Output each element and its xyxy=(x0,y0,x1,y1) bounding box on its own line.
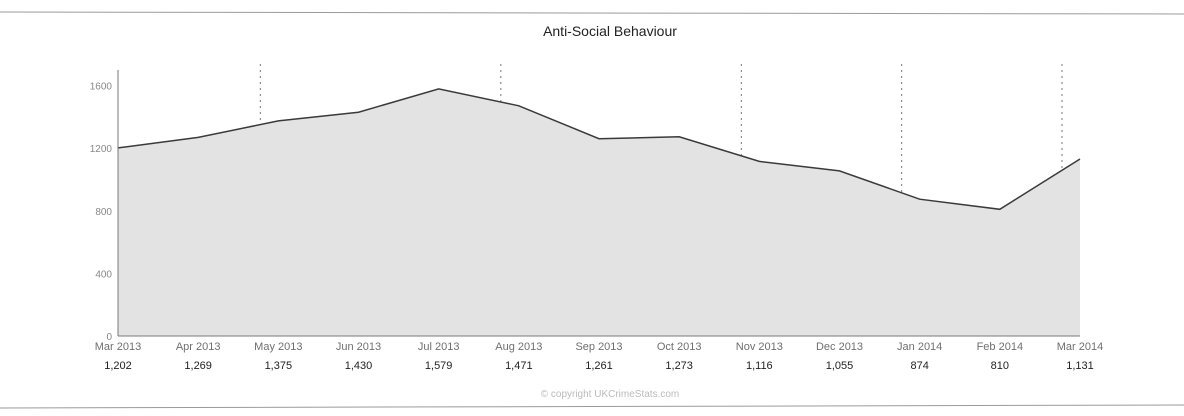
x-axis-ticks: Mar 2013 Apr 2013 May 2013 Jun 2013 Jul 2013… xyxy=(95,341,1103,353)
x-tick-label: Feb 2014 xyxy=(977,341,1023,353)
data-value-label: 1,430 xyxy=(345,360,373,372)
data-value-row: 1,202 1,269 1,375 1,430 1,579 1,471 1,261 1,273… xyxy=(104,360,1094,372)
data-value-label: 1,375 xyxy=(265,360,293,372)
data-value-label: 810 xyxy=(991,360,1009,372)
x-tick-label: Jun 2013 xyxy=(336,341,381,353)
x-tick-label: Oct 2013 xyxy=(657,341,702,353)
x-tick-label: Sep 2013 xyxy=(575,341,622,353)
data-value-label: 1,131 xyxy=(1066,360,1094,372)
data-value-label: 1,579 xyxy=(425,360,453,372)
data-value-label: 1,269 xyxy=(184,360,212,372)
data-value-label: 1,055 xyxy=(826,360,854,372)
y-axis-ticks: 0 400 800 1200 1600 xyxy=(90,82,113,343)
data-value-label: 1,202 xyxy=(104,360,132,372)
chart-title: Anti-Social Behaviour xyxy=(543,23,677,39)
x-tick-label: Jan 2014 xyxy=(897,341,942,353)
data-value-label: 1,261 xyxy=(585,360,613,372)
series-line xyxy=(117,88,1081,211)
chart-credit: © copyright UKCrimeStats.com xyxy=(541,389,680,400)
series-area xyxy=(118,88,1080,337)
x-tick-label: Mar 2014 xyxy=(1057,341,1103,353)
x-tick-label: Jul 2013 xyxy=(418,341,460,353)
y-tick-label: 0 xyxy=(106,332,112,343)
y-tick-label: 400 xyxy=(95,269,112,280)
x-tick-label: Nov 2013 xyxy=(736,341,783,353)
x-tick-label: May 2013 xyxy=(254,341,302,353)
y-tick-label: 800 xyxy=(95,207,112,218)
y-tick-label: 1200 xyxy=(90,144,113,155)
data-value-label: 1,116 xyxy=(746,360,773,372)
x-tick-label: Apr 2013 xyxy=(176,341,221,353)
data-value-label: 1,273 xyxy=(665,360,693,372)
data-value-label: 1,471 xyxy=(505,360,533,372)
x-tick-label: Mar 2013 xyxy=(95,341,141,353)
scan-top-edge xyxy=(0,11,1184,15)
y-tick-label: 1600 xyxy=(90,82,113,93)
x-tick-label: Dec 2013 xyxy=(816,341,863,353)
scan-bottom-edge xyxy=(0,404,1184,409)
x-tick-label: Aug 2013 xyxy=(495,341,542,353)
data-value-label: 874 xyxy=(910,360,928,372)
